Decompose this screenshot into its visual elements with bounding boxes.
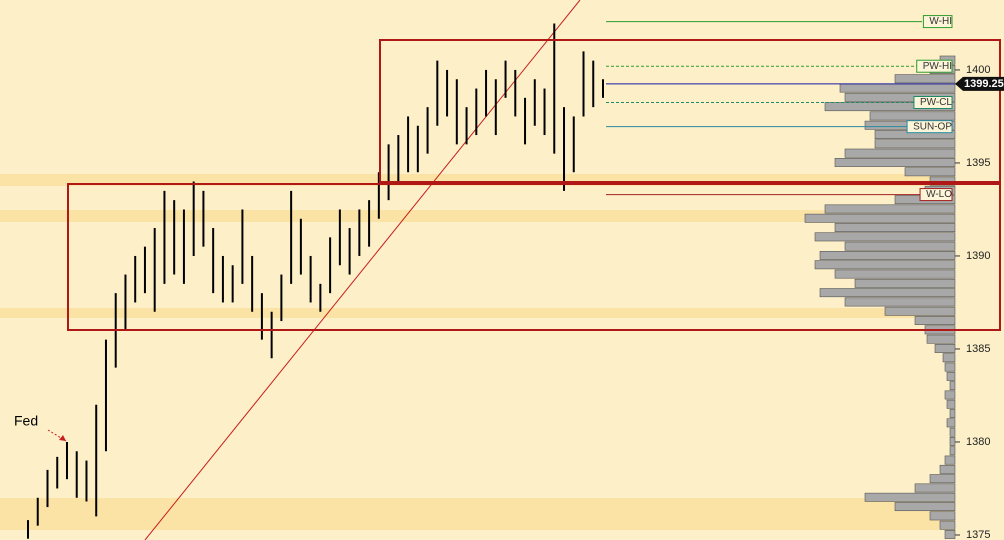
profile-bar bbox=[824, 204, 956, 214]
level-box bbox=[919, 188, 953, 202]
profile-bar bbox=[874, 139, 956, 149]
level-label: W-HI bbox=[929, 16, 952, 27]
level-box bbox=[913, 95, 953, 109]
profile-bar bbox=[946, 399, 956, 409]
level-label: PW-CL bbox=[920, 97, 952, 108]
y-tick-label: 1385 bbox=[966, 343, 990, 355]
profile-bar bbox=[869, 111, 956, 121]
range-box bbox=[67, 183, 1001, 331]
profile-bar bbox=[939, 464, 956, 474]
profile-bar bbox=[934, 344, 956, 353]
price-axis: 1375 1380 1385 1390 1395 1400 1399.25 bbox=[955, 64, 1004, 540]
y-tick-label: 1380 bbox=[966, 436, 990, 448]
level-label: W-LO bbox=[926, 189, 952, 200]
profile-bar bbox=[884, 306, 956, 316]
profile-bar bbox=[864, 492, 956, 502]
profile-bar bbox=[929, 474, 956, 484]
profile-bar bbox=[904, 167, 956, 177]
profile-bar bbox=[926, 334, 956, 344]
profile-bar bbox=[939, 520, 956, 530]
last-price-label: 1399.25 bbox=[964, 78, 1004, 90]
profile-bar bbox=[944, 455, 956, 465]
profile-bar bbox=[819, 251, 956, 260]
profile-bar bbox=[944, 362, 956, 372]
profile-bar bbox=[949, 381, 956, 391]
profile-bar bbox=[844, 297, 956, 307]
profile-bar bbox=[824, 102, 956, 112]
band bbox=[0, 498, 955, 530]
profile-bar bbox=[914, 483, 956, 493]
profile-bar bbox=[944, 390, 956, 400]
arrow-head bbox=[59, 435, 66, 441]
profile-bar bbox=[834, 157, 956, 167]
profile-bar bbox=[844, 148, 956, 158]
profile-bar bbox=[894, 74, 956, 84]
profile-bar bbox=[914, 316, 956, 326]
level-box bbox=[906, 120, 953, 134]
profile-bar bbox=[949, 427, 956, 437]
level-label: PW-HI bbox=[923, 61, 952, 72]
y-tick-label: 1400 bbox=[966, 64, 990, 76]
band bbox=[0, 308, 955, 318]
profile-bar bbox=[834, 223, 956, 233]
profile-bar bbox=[949, 446, 956, 456]
profile-bar bbox=[944, 530, 956, 539]
levels: W-HI PW-HI PW-CL SUN-OP W-LO bbox=[606, 15, 980, 202]
profile-bar bbox=[942, 353, 956, 363]
level-box bbox=[922, 15, 953, 29]
profile-bar bbox=[814, 232, 956, 242]
profile-bar bbox=[949, 409, 956, 419]
profile-bar bbox=[814, 260, 956, 270]
level-label: SUN-OP bbox=[913, 121, 952, 132]
y-tick-label: 1390 bbox=[966, 250, 990, 262]
profile-bar bbox=[839, 83, 956, 93]
profile-bar bbox=[854, 278, 956, 288]
y-tick-label: 1375 bbox=[966, 529, 990, 540]
annotation: Fed bbox=[14, 413, 38, 429]
profile-bar bbox=[834, 269, 956, 279]
profile-bar bbox=[804, 213, 956, 223]
last-price-tag bbox=[955, 76, 1004, 91]
level-box bbox=[916, 59, 953, 73]
y-tick-label: 1395 bbox=[966, 157, 990, 169]
profile-bar bbox=[949, 437, 956, 446]
profile-bar bbox=[894, 502, 956, 512]
profile-bar bbox=[844, 92, 956, 102]
profile-bar bbox=[844, 241, 956, 251]
profile-bar bbox=[929, 511, 956, 521]
profile-bar bbox=[946, 418, 956, 428]
trendline bbox=[144, 0, 581, 540]
band bbox=[0, 210, 955, 222]
profile-bar bbox=[946, 371, 956, 381]
profile-bar bbox=[819, 288, 956, 298]
price-bars bbox=[27, 23, 604, 539]
range-box bbox=[379, 39, 1001, 183]
